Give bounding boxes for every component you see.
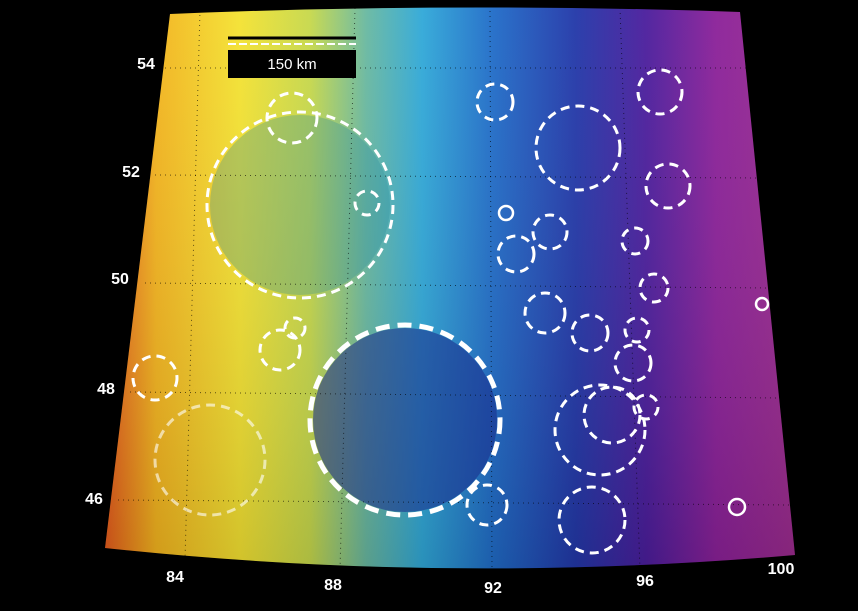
latitude-label: 54 — [137, 56, 155, 73]
latitude-label: 50 — [111, 271, 129, 288]
map-figure: 150 km 54 52 50 48 46 84 88 92 96 100 — [0, 0, 858, 611]
longitude-label: 84 — [166, 569, 184, 586]
longitude-label: 96 — [636, 573, 654, 590]
longitude-label: 92 — [484, 580, 502, 597]
longitude-label: 100 — [768, 561, 795, 578]
scale-label: 150 km — [267, 56, 316, 73]
latitude-label: 48 — [97, 381, 115, 398]
longitude-label: 88 — [324, 577, 342, 594]
basin — [313, 328, 497, 512]
latitude-label: 46 — [85, 491, 103, 508]
latitude-label: 52 — [122, 164, 140, 181]
